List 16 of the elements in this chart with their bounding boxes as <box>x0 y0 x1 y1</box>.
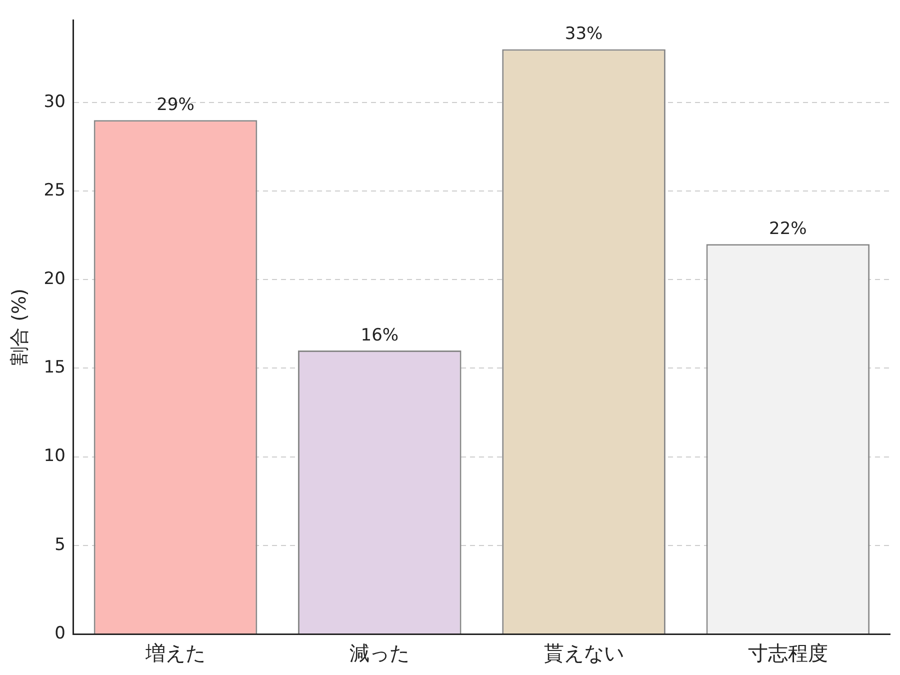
y-tick-label: 15 <box>44 358 66 378</box>
y-tick-label: 10 <box>44 446 66 466</box>
data-label: 22% <box>769 219 807 240</box>
y-axis-title: 割合 (%) <box>8 288 30 366</box>
y-tick-label: 20 <box>44 269 66 290</box>
x-tick-label: 貰えない <box>544 641 624 666</box>
data-label: 29% <box>156 95 194 116</box>
x-tick-label: 増えた <box>144 641 206 666</box>
y-tick-label: 0 <box>54 623 66 644</box>
x-tick-label: 減った <box>350 641 410 666</box>
data-label: 16% <box>360 325 399 346</box>
y-tick-label: 25 <box>44 180 66 200</box>
x-tick-label: 寸志程度 <box>748 641 828 666</box>
data-label: 33% <box>564 24 603 44</box>
y-tick-label: 30 <box>44 92 66 112</box>
y-tick-label: 5 <box>54 534 66 555</box>
